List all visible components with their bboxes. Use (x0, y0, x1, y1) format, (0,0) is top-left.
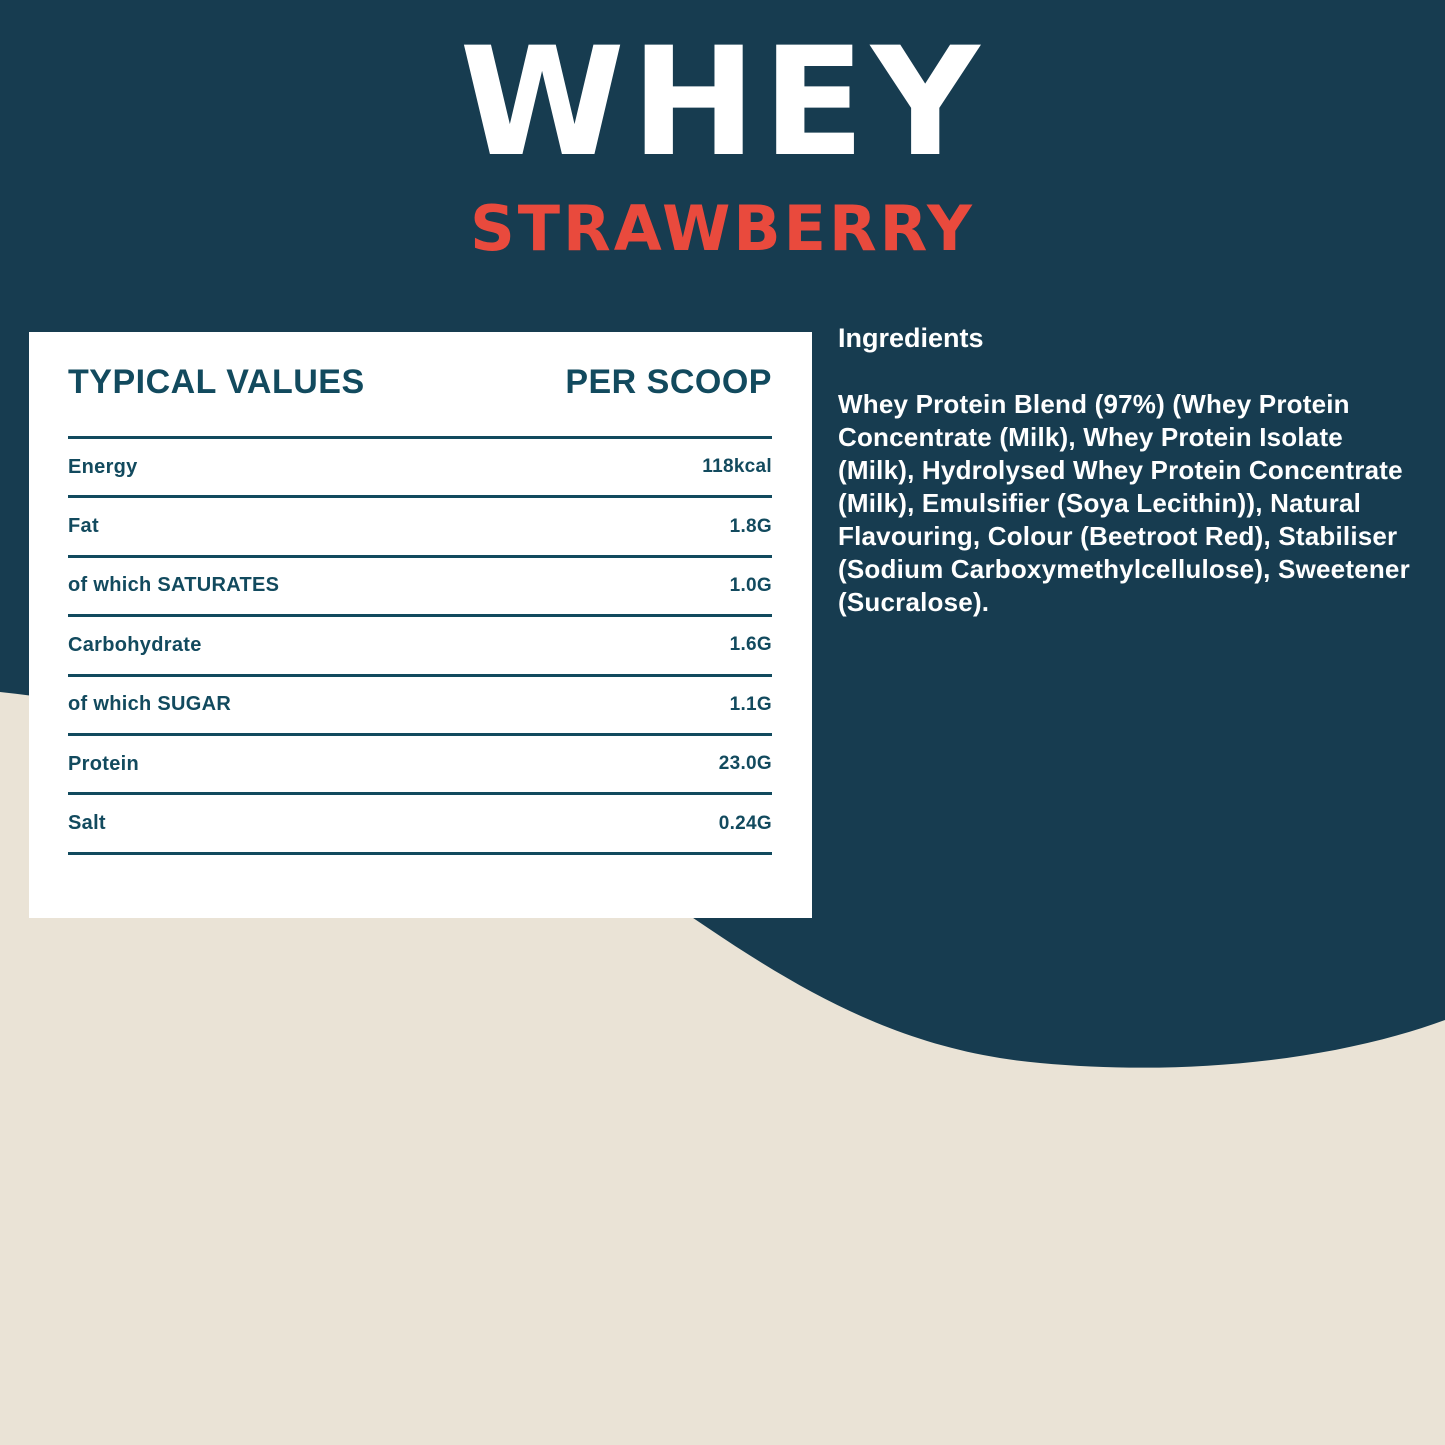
product-flavour: STRAWBERRY (470, 192, 975, 265)
nutrition-row-value: 1.6G (729, 634, 772, 656)
ingredients-text: Whey Protein Blend (97%) (Whey Protein C… (838, 389, 1410, 617)
table-row: Salt 0.24G (68, 795, 772, 855)
nutrition-col-typical-values: TYPICAL VALUES (68, 363, 365, 401)
nutrition-row-label: Fat (68, 515, 99, 538)
nutrition-row-value: 1.8G (729, 515, 772, 537)
table-row: Protein 23.0G (68, 736, 772, 796)
ingredients-panel: Ingredients Whey Protein Blend (97%) (Wh… (838, 322, 1424, 619)
table-row: Carbohydrate 1.6G (68, 617, 772, 677)
nutrition-table-header: TYPICAL VALUES PER SCOOP (68, 363, 772, 401)
nutrition-row-label: Carbohydrate (68, 633, 202, 656)
nutrition-table: Energy 118kcal Fat 1.8G of which SATURAT… (68, 436, 772, 855)
nutrition-row-label: Protein (68, 752, 139, 775)
nutrition-row-value: 118kcal (702, 456, 772, 478)
table-row: of which SUGAR 1.1G (68, 677, 772, 736)
nutrition-row-value: 23.0G (718, 753, 772, 775)
nutrition-card: TYPICAL VALUES PER SCOOP Energy 118kcal … (29, 332, 812, 918)
nutrition-row-value: 0.24G (718, 812, 772, 834)
nutrition-row-label: of which SATURATES (68, 574, 280, 597)
nutrition-row-label: of which SUGAR (68, 693, 232, 716)
table-row: of which SATURATES 1.0G (68, 558, 772, 618)
table-row: Fat 1.8G (68, 498, 772, 558)
nutrition-col-per-scoop: PER SCOOP (565, 363, 772, 401)
nutrition-row-value: 1.0G (729, 574, 772, 596)
ingredients-heading: Ingredients (838, 323, 984, 353)
nutrition-row-label: Salt (68, 812, 106, 835)
nutrition-row-label: Energy (68, 455, 138, 478)
product-title: WHEY (459, 16, 986, 190)
table-row: Energy 118kcal (68, 439, 772, 499)
nutrition-row-value: 1.1G (729, 693, 772, 715)
